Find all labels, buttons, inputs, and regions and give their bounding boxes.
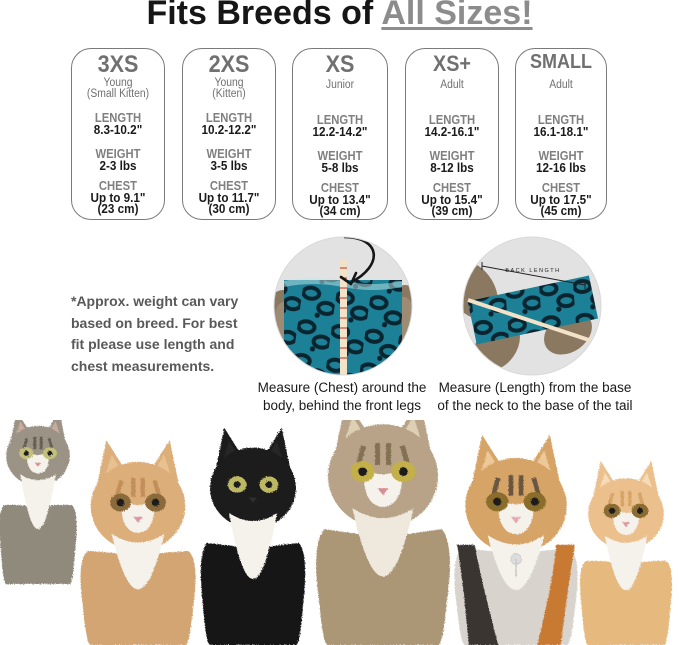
svg-text:BACK LENGTH: BACK LENGTH — [505, 268, 560, 274]
